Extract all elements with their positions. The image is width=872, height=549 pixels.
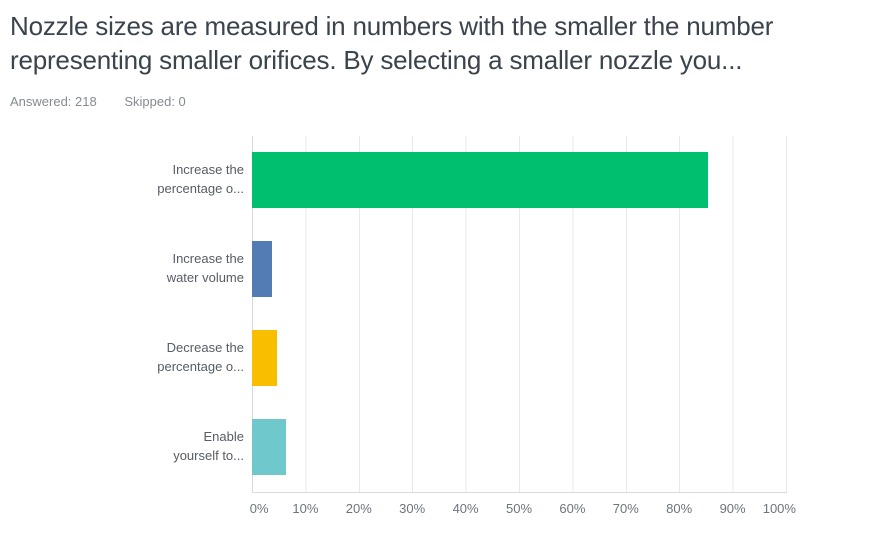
answered-count: Answered: 218 (10, 93, 97, 109)
x-tick-label: 20% (345, 500, 372, 516)
x-tick-label: 0% (249, 500, 269, 516)
chart-row: Increase the percentage o... (0, 136, 872, 225)
category-label: Increase the water volume (166, 251, 244, 286)
bar-decrease-the-percentage[interactable] (252, 330, 277, 387)
chart-row: Increase the water volume (0, 225, 872, 314)
x-tick-label: 60% (559, 500, 586, 516)
x-tick-label: 10% (292, 500, 319, 516)
category-label: Increase the percentage o... (157, 162, 244, 197)
x-tick-label: 40% (452, 500, 479, 516)
bar-enable-yourself-to[interactable] (252, 419, 287, 476)
category-label: Enable yourself to... (173, 429, 244, 464)
x-tick-label: 90% (719, 500, 746, 516)
x-axis: 0% 10% 20% 30% 40% 50% 60% 70% 80% 90% 100% (249, 493, 796, 517)
bar-increase-the-water-volume[interactable] (252, 241, 272, 298)
category-label: Decrease the percentage o... (157, 340, 244, 375)
chart-row: Decrease the percentage o... (0, 314, 872, 403)
x-tick-label: 50% (505, 500, 533, 516)
chart-row: Enable yourself to... (0, 403, 872, 492)
skipped-count: Skipped: 0 (124, 93, 186, 109)
horizontal-bar-chart: Increase the percentage o... Increase th… (0, 135, 872, 493)
chart-rows: Increase the percentage o... Increase th… (0, 136, 872, 492)
x-tick-label: 100% (762, 500, 796, 516)
bar-cell (252, 419, 786, 476)
bar-cell (252, 330, 786, 387)
response-meta: Answered: 218 Skipped: 0 (10, 94, 862, 109)
bar-cell (252, 152, 786, 209)
x-tick-label: 70% (612, 500, 639, 516)
bar-cell (252, 241, 786, 298)
x-tick-label: 80% (666, 500, 693, 516)
bar-increase-the-percentage[interactable] (252, 152, 708, 209)
question-title: Nozzle sizes are measured in numbers wit… (10, 11, 774, 75)
x-tick-label: 30% (399, 500, 426, 516)
